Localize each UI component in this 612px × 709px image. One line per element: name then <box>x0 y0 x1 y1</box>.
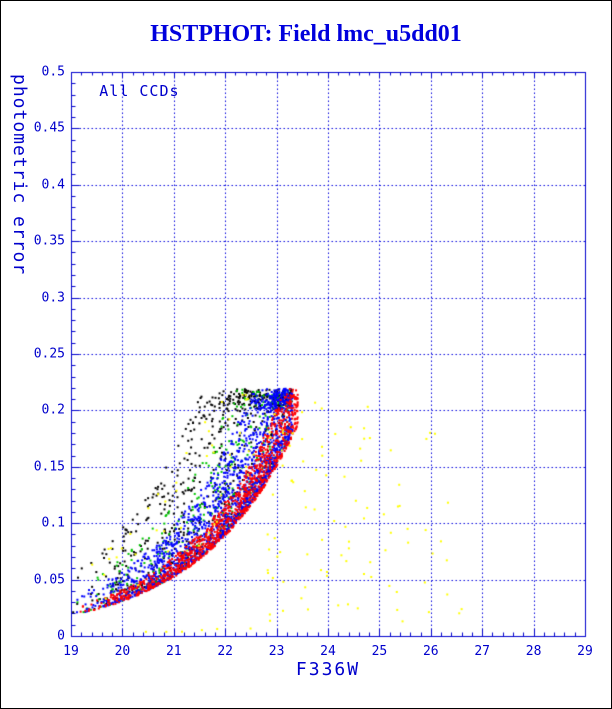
y-tick-label: 0.3 <box>41 290 65 306</box>
x-tick-label: 27 <box>474 644 491 659</box>
y-tick-label: 0.5 <box>41 64 65 80</box>
y-tick-label: 0.35 <box>33 233 65 249</box>
y-tick-label: 0.2 <box>41 402 65 418</box>
annotation-all-ccds: All CCDs <box>99 82 180 101</box>
x-tick-label: 29 <box>577 644 593 659</box>
x-tick-label: 23 <box>268 644 285 659</box>
y-tick-label: 0.15 <box>33 459 65 475</box>
y-tick-label: 0.05 <box>33 572 65 588</box>
x-tick-label: 21 <box>165 644 182 659</box>
x-tick-label: 22 <box>217 644 234 659</box>
y-axis-label: photometric error <box>9 74 30 276</box>
y-tick-label: 0.4 <box>41 177 65 193</box>
x-tick-label: 28 <box>525 644 542 659</box>
y-tick-label: 0.25 <box>33 346 65 362</box>
x-tick-label: 26 <box>422 644 439 659</box>
y-tick-label: 0.1 <box>41 515 65 531</box>
x-tick-label: 20 <box>114 644 131 659</box>
x-tick-label: 19 <box>63 644 79 659</box>
x-tick-label: 24 <box>320 644 336 659</box>
y-tick-label: 0 <box>57 628 65 644</box>
x-tick-label: 25 <box>371 644 388 659</box>
y-tick-label: 0.45 <box>33 120 65 136</box>
x-axis-label: F336W <box>295 659 361 680</box>
